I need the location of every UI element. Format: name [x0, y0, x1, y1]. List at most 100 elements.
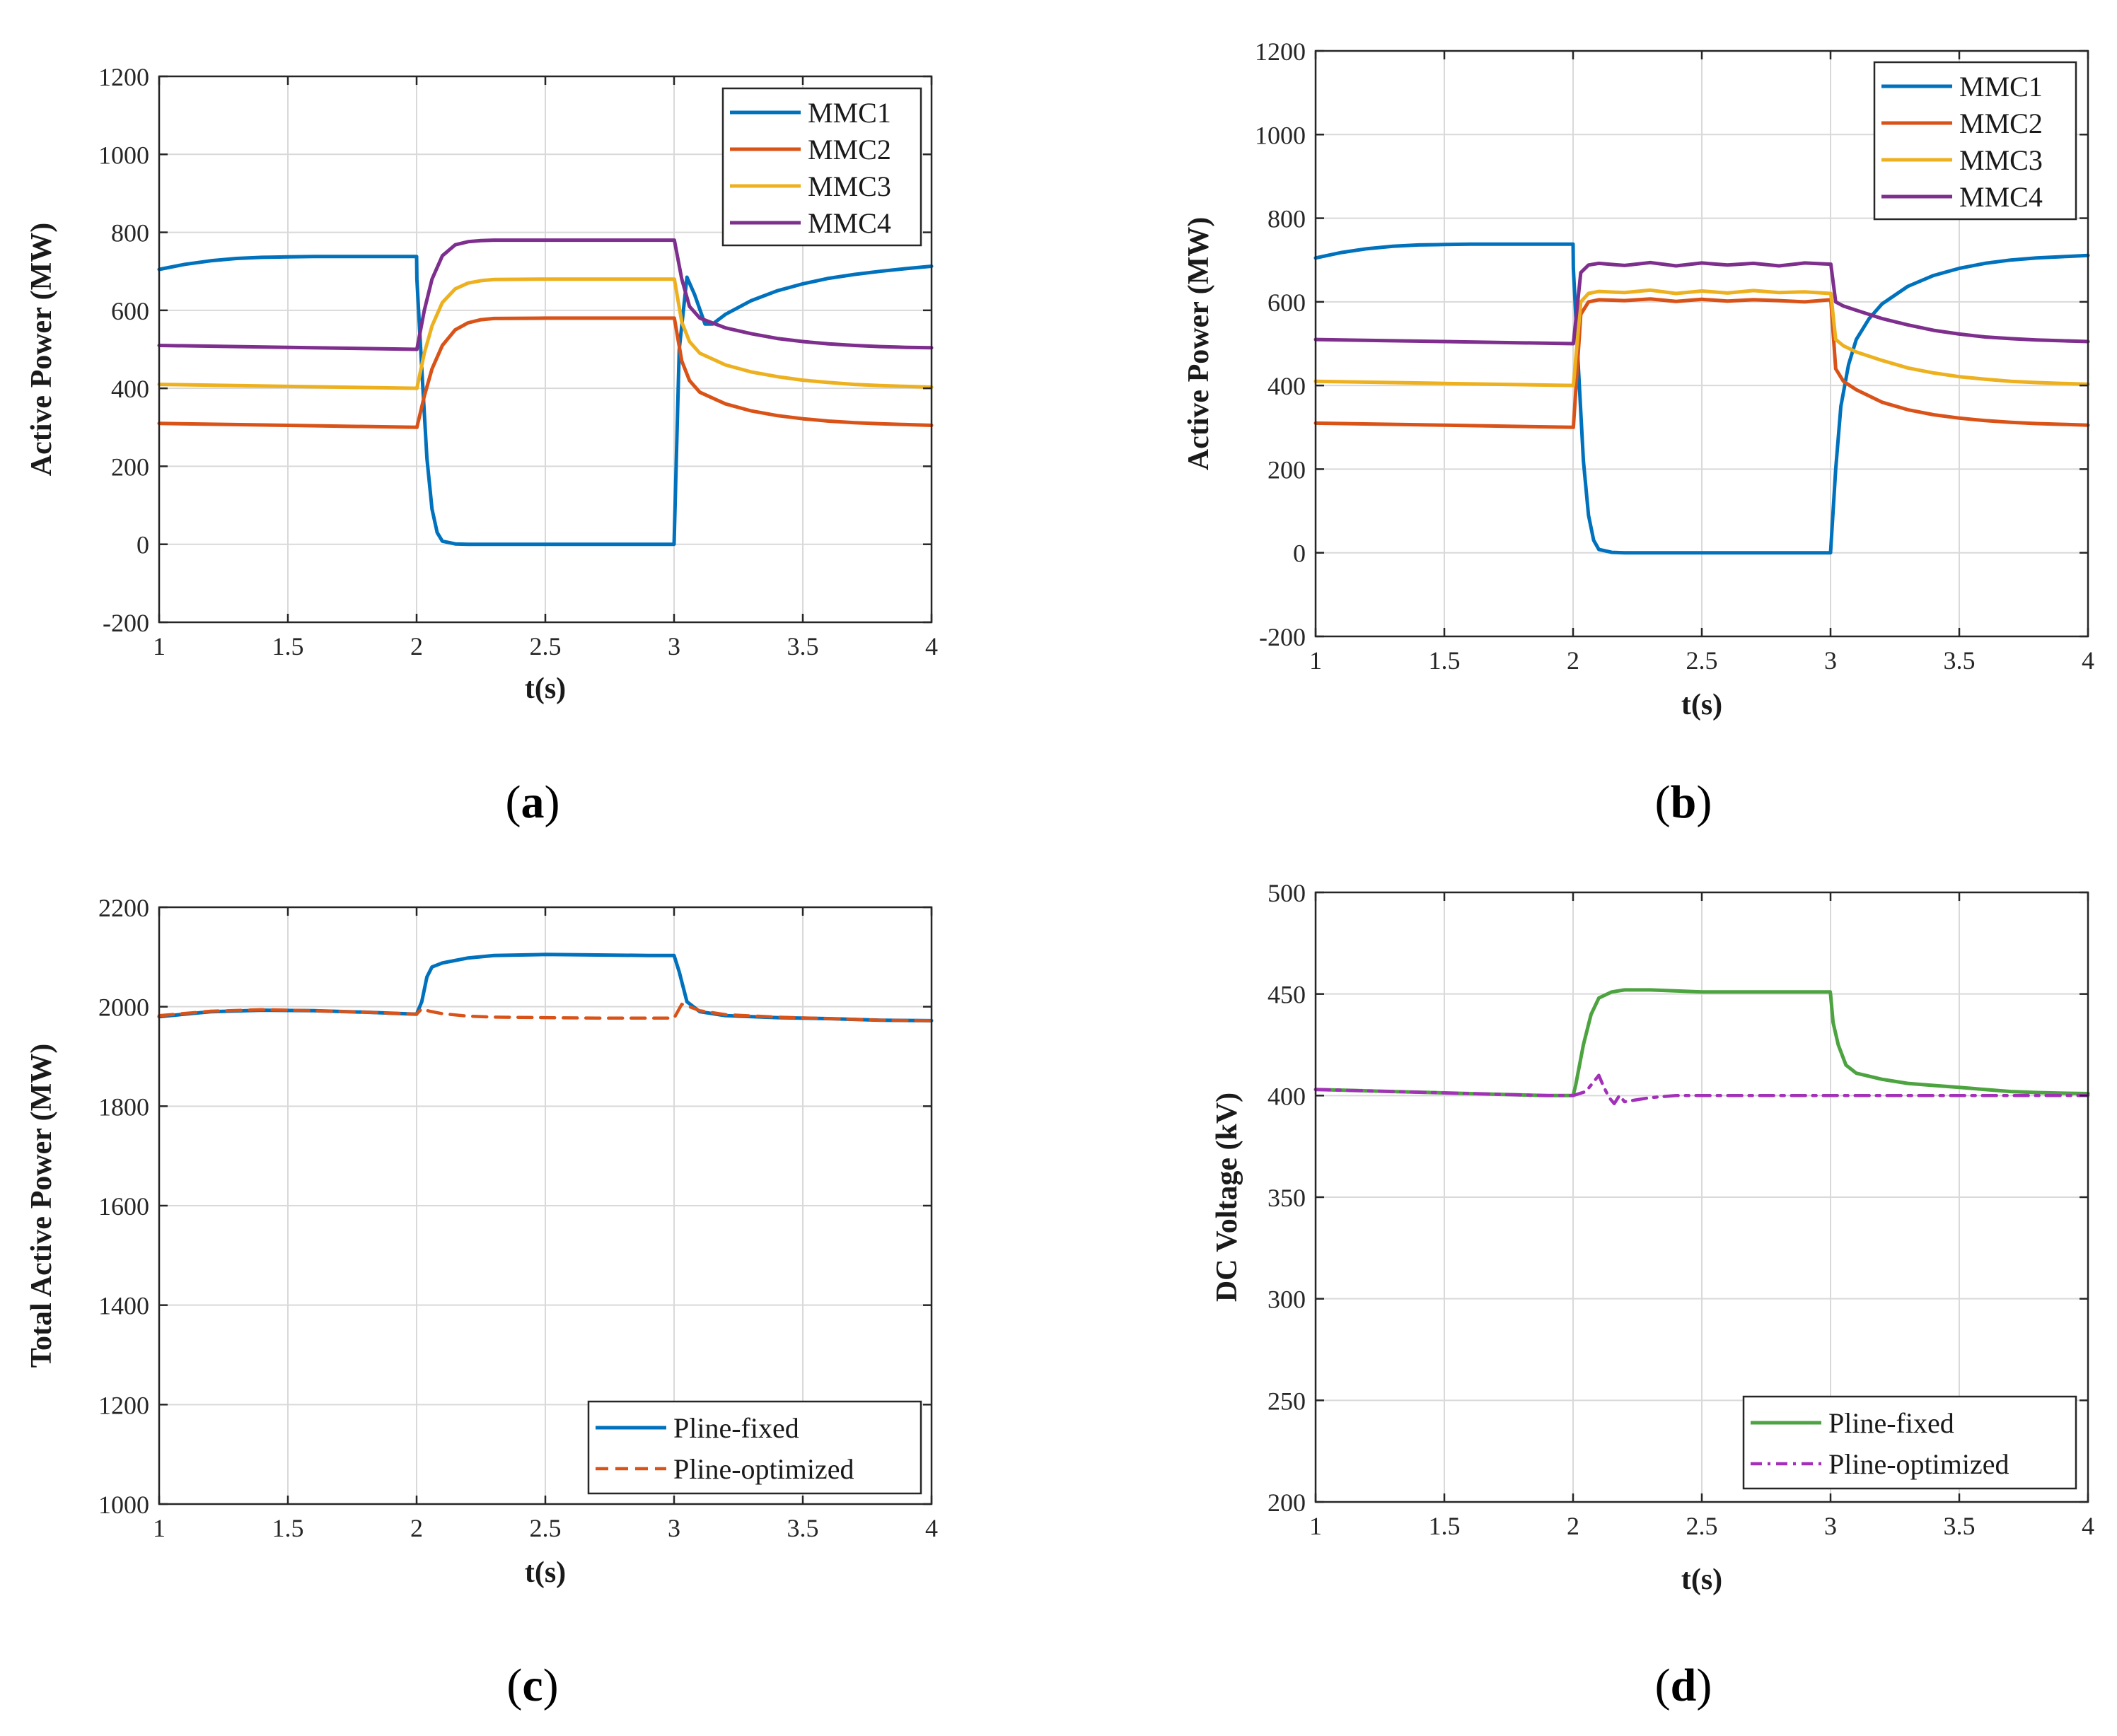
x-tick-label: 1.5: [272, 1514, 304, 1542]
x-tick-label: 3: [1824, 646, 1837, 675]
y-axis-label: Active Power (MW): [1183, 217, 1215, 470]
x-tick-label: 2.5: [1686, 1512, 1718, 1540]
y-tick-label: 350: [1268, 1184, 1306, 1212]
series-line-mmc3: [1313, 288, 2090, 388]
x-axis-label: t(s): [525, 1556, 566, 1589]
y-tick-label: 1800: [98, 1093, 149, 1121]
x-tick-label: 1.5: [1429, 646, 1461, 675]
series-line-pline-fixed: [1313, 988, 2090, 1097]
x-tick-label: 2: [1567, 646, 1579, 675]
x-axis-label: t(s): [1681, 689, 1722, 721]
caption-c: (c): [506, 1660, 558, 1711]
y-tick-label: 800: [1268, 205, 1306, 233]
y-tick-label: 300: [1268, 1286, 1306, 1314]
series-line-pline-optimized: [157, 1002, 934, 1023]
series-line-mmc1: [1313, 242, 2090, 555]
legend-label-pline-fixed: Pline-fixed: [673, 1412, 799, 1444]
legend-label-mmc2: MMC2: [1959, 107, 2043, 139]
series-line-mmc2: [157, 316, 934, 429]
x-tick-label: 2: [410, 1514, 423, 1542]
y-tick-label: 1000: [98, 141, 149, 169]
y-tick-label: 200: [111, 453, 149, 481]
series-line-mmc4: [157, 238, 934, 351]
legend-box: [587, 1400, 922, 1495]
x-tick-label: 1: [1309, 1512, 1322, 1540]
y-tick-label: 2000: [98, 994, 149, 1022]
x-tick-label: 3: [668, 632, 680, 660]
y-axis-label: Active Power (MW): [25, 223, 58, 476]
x-tick-label: 1: [153, 632, 166, 660]
x-tick-label: 3.5: [787, 632, 819, 660]
x-tick-label: 3: [668, 1514, 680, 1542]
y-tick-label: 0: [1293, 540, 1306, 568]
y-tick-label: 2200: [98, 894, 149, 922]
y-tick-label: 200: [1268, 455, 1306, 484]
x-tick-label: 1.5: [272, 632, 304, 660]
x-tick-label: 2.5: [1686, 646, 1718, 675]
x-tick-label: 4: [925, 1514, 938, 1542]
legend-label-mmc1: MMC1: [808, 97, 891, 129]
y-tick-label: 250: [1268, 1387, 1306, 1415]
y-tick-label: 600: [111, 297, 149, 325]
y-tick-label: 1400: [98, 1292, 149, 1320]
caption-a: (a): [506, 776, 560, 828]
x-tick-label: 1: [153, 1514, 166, 1542]
legend-label-mmc2: MMC2: [808, 134, 891, 165]
y-tick-label: 400: [111, 375, 149, 403]
legend-label-mmc3: MMC3: [1959, 144, 2043, 176]
legend-label-pline-fixed: Pline-fixed: [1828, 1407, 1954, 1439]
y-tick-label: 0: [137, 531, 149, 559]
y-tick-label: 200: [1268, 1489, 1306, 1517]
y-tick-label: 1600: [98, 1192, 149, 1221]
y-tick-label: 800: [111, 219, 149, 247]
legend-box: [1873, 61, 2077, 221]
legend-box: [721, 87, 922, 247]
x-tick-label: 3.5: [1944, 646, 1976, 675]
y-tick-label: 450: [1268, 981, 1306, 1009]
y-tick-label: 400: [1268, 372, 1306, 400]
panel-d: (d) 1 1.5 2 2.5 3 3.5 4 200 250 300 350 400 450 500 t(…: [1211, 879, 2094, 1711]
series-line-pline-optimized: [1313, 1073, 2090, 1106]
y-tick-label: -200: [1259, 623, 1306, 651]
caption-d: (d): [1655, 1660, 1712, 1711]
legend-label-mmc3: MMC3: [808, 170, 891, 202]
y-tick-label: 400: [1268, 1082, 1306, 1110]
x-tick-label: 1.5: [1429, 1512, 1461, 1540]
x-tick-label: 4: [2082, 1512, 2094, 1540]
y-tick-label: 1200: [1255, 37, 1306, 66]
legend-label-pline-optimized: Pline-optimized: [673, 1453, 854, 1485]
y-tick-label: 1000: [1255, 121, 1306, 149]
series-line-mmc3: [157, 277, 934, 390]
x-tick-label: 3.5: [1944, 1512, 1976, 1540]
series-line-mmc1: [157, 255, 934, 547]
legend-label-pline-optimized: Pline-optimized: [1828, 1448, 2009, 1480]
y-tick-label: 1200: [98, 63, 149, 91]
legend-box: [1742, 1395, 2077, 1490]
panel-b: (b) 1 1.5 2 2.5 3 3.5 4 -200 0 200 400 600 800 1000 12…: [1183, 37, 2094, 828]
caption-b: (b): [1655, 776, 1712, 828]
x-tick-label: 2: [1567, 1512, 1579, 1540]
y-axis-label: DC Voltage (kV): [1211, 1093, 1243, 1302]
x-tick-label: 2.5: [530, 1514, 562, 1542]
series-line-mmc4: [1313, 260, 2090, 346]
x-tick-label: 1: [1309, 646, 1322, 675]
panel-c: (c) 1 1.5 2 2.5 3 3.5 4 1000 1200 1400 1600 1800 200…: [25, 894, 938, 1711]
y-tick-label: 500: [1268, 879, 1306, 907]
series-line-mmc2: [1313, 297, 2090, 429]
panel-a: (a) 1 1.5 2 2.5 3 3.5 4 -200 0 200 400 600 800 1000 12…: [25, 63, 938, 828]
x-tick-label: 3.5: [787, 1514, 819, 1542]
x-tick-label: 4: [2082, 646, 2094, 675]
legend-label-mmc1: MMC1: [1959, 71, 2043, 103]
legend-label-mmc4: MMC4: [808, 207, 891, 239]
y-tick-label: 1200: [98, 1391, 149, 1419]
y-tick-label: 600: [1268, 289, 1306, 317]
x-axis-label: t(s): [1681, 1563, 1722, 1596]
legend-label-mmc4: MMC4: [1959, 181, 2043, 213]
x-tick-label: 4: [925, 632, 938, 660]
y-axis-label: Total Active Power (MW): [25, 1044, 58, 1368]
x-tick-label: 2: [410, 632, 423, 660]
x-tick-label: 2.5: [530, 632, 562, 660]
y-tick-label: 1000: [98, 1491, 149, 1519]
y-tick-label: -200: [103, 609, 149, 637]
